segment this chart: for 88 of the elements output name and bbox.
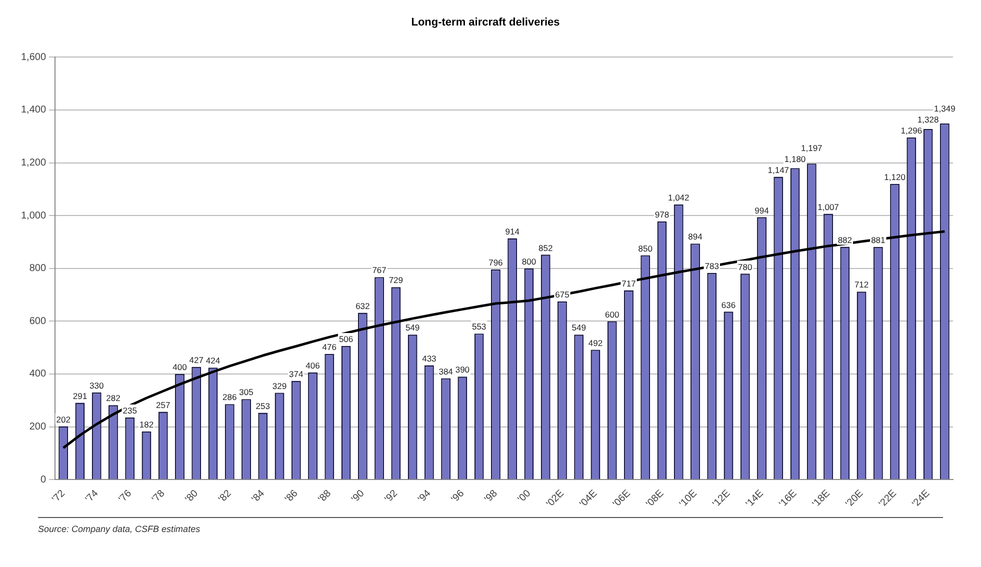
y-tick-label: 0 [40, 474, 46, 486]
data-label: 406 [306, 360, 320, 370]
data-label: 433 [422, 353, 437, 364]
data-label: 636 [721, 300, 736, 310]
y-tick-label: 600 [29, 316, 46, 327]
data-label: 400 [172, 362, 188, 372]
data-label: 1,328 [917, 114, 939, 125]
data-label: 1,180 [784, 154, 806, 164]
x-tick-label: '20E [844, 488, 866, 510]
x-tick-label: '24E [910, 488, 932, 510]
data-label: 329 [272, 380, 287, 391]
data-label: 257 [156, 400, 170, 410]
y-tick-label: 200 [29, 422, 46, 433]
x-tick-label: '22E [877, 488, 900, 510]
data-label: 330 [90, 380, 104, 391]
x-tick-label: '90 [350, 488, 368, 506]
data-label: 492 [588, 338, 603, 348]
data-label: 282 [106, 393, 121, 404]
data-label: 632 [356, 300, 370, 311]
data-label: 427 [189, 354, 204, 365]
data-label: 476 [322, 342, 337, 352]
data-label: 1,296 [900, 126, 922, 136]
data-label: 286 [222, 392, 237, 402]
data-label: 800 [522, 256, 536, 266]
x-tick-label: '06E [611, 488, 634, 510]
x-tick-label: '80 [183, 488, 201, 506]
data-label: 796 [488, 258, 504, 268]
data-label: 894 [688, 232, 703, 242]
x-tick-label: '96 [450, 488, 467, 506]
data-label: 374 [289, 368, 304, 379]
data-label: 1,147 [768, 164, 790, 175]
data-label: 202 [56, 414, 71, 424]
data-label: 1,349 [934, 104, 956, 114]
data-label: 852 [538, 242, 553, 253]
data-label: 780 [738, 262, 752, 272]
source-note: Source: Company data, CSFB estimates [38, 524, 202, 534]
data-label: 1,042 [668, 192, 690, 203]
data-label: 549 [572, 322, 586, 333]
y-tick-label: 1,600 [20, 52, 46, 63]
y-tick-label: 400 [29, 368, 46, 380]
x-tick-label: '14E [744, 488, 766, 510]
data-label: 914 [505, 226, 520, 236]
data-label: 553 [472, 322, 486, 332]
x-tick-label: '76 [116, 488, 134, 506]
data-label: 424 [206, 356, 220, 366]
x-tick-label: '82 [216, 488, 234, 506]
y-tick-label: 1,200 [20, 158, 46, 169]
data-label: 1,197 [801, 142, 823, 153]
data-label: 549 [405, 322, 420, 333]
data-label: 235 [122, 406, 138, 416]
x-tick-label: '04E [578, 488, 600, 510]
data-label: 1,007 [818, 202, 840, 212]
y-tick-label: 800 [29, 263, 46, 274]
data-label: 390 [455, 364, 470, 375]
data-label: 600 [605, 309, 620, 320]
x-tick-label: '72 [50, 488, 68, 506]
x-tick-label: '92 [382, 488, 400, 506]
x-tick-label: '16E [777, 488, 800, 510]
x-tick-label: '74 [84, 488, 101, 506]
x-tick-label: '00 [516, 488, 534, 506]
data-label: 729 [388, 275, 404, 286]
data-label: 182 [139, 420, 154, 430]
data-label: 850 [638, 243, 653, 254]
x-tick-label: '88 [316, 488, 334, 506]
x-tick-label: '98 [482, 488, 500, 506]
x-tick-label: '78 [150, 488, 168, 506]
y-tick-label: 1,000 [20, 210, 46, 222]
x-tick-label: '18E [810, 488, 833, 510]
data-label: 253 [256, 400, 270, 411]
x-tick-label: '84 [250, 488, 268, 506]
x-tick-label: '86 [283, 488, 301, 506]
data-label: 712 [854, 280, 869, 290]
x-tick-label: '02E [544, 488, 567, 510]
data-label: 994 [754, 205, 770, 216]
x-tick-label: '08E [644, 488, 666, 510]
y-tick-label: 1,400 [20, 104, 46, 116]
x-tick-label: '10E [678, 488, 700, 510]
data-label: 882 [838, 234, 852, 245]
x-tick-label: '94 [416, 488, 434, 506]
data-label: 291 [72, 390, 88, 401]
chart-title: Long-term aircraft deliveries [411, 16, 560, 29]
data-label: 506 [338, 334, 354, 344]
data-label: 305 [239, 387, 254, 398]
data-label: 384 [438, 366, 454, 376]
data-label: 767 [372, 265, 387, 276]
data-label: 978 [654, 209, 670, 220]
data-label: 1,120 [884, 172, 906, 182]
x-tick-label: '12E [710, 488, 733, 510]
